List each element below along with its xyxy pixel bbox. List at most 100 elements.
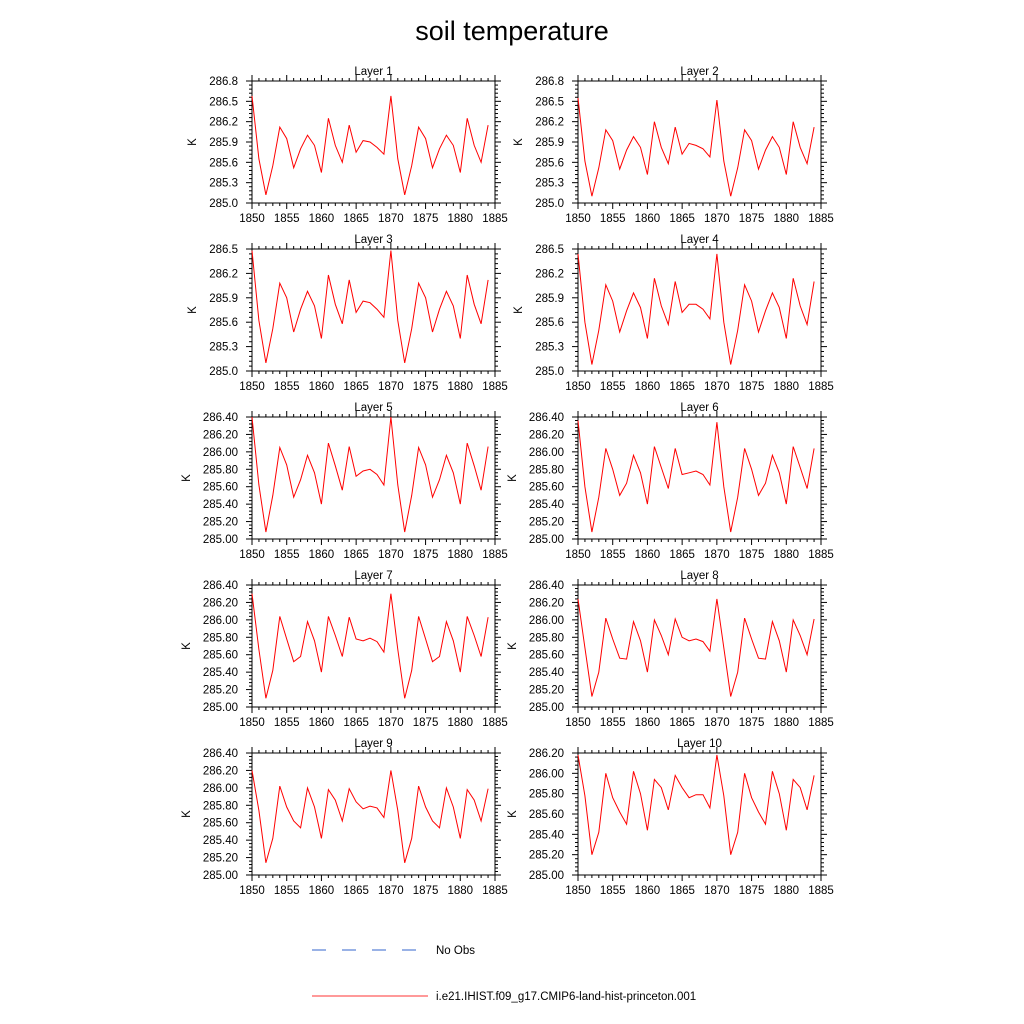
y-tick-label: 285.00 bbox=[203, 534, 238, 546]
y-tick-label: 285.40 bbox=[529, 667, 564, 679]
panel-layer-10: Layer 10 1850 1855 1860 1865 1870 1875 1880 1885… bbox=[507, 738, 834, 897]
panel-layer-7: Layer 7 1850 1855 1860 1865 1870 1875 1880 1885 2… bbox=[181, 570, 508, 729]
x-tick-label: 1880 bbox=[447, 213, 473, 225]
y-axis-label: K bbox=[181, 474, 193, 482]
y-tick-label: 285.9 bbox=[209, 137, 238, 149]
x-tick-label: 1850 bbox=[239, 213, 265, 225]
y-tick-label: 285.60 bbox=[203, 818, 238, 830]
panel-layer-1: Layer 1 1850 1855 1860 1865 1870 1875 1880 1885 2… bbox=[187, 66, 508, 225]
y-axis-label: K bbox=[507, 474, 519, 482]
panel-layer-9: Layer 9 1850 1855 1860 1865 1870 1875 1880 1885 2… bbox=[181, 738, 508, 897]
x-tick-label: 1850 bbox=[239, 549, 265, 561]
y-tick-label: 286.40 bbox=[529, 412, 564, 424]
x-tick-label: 1855 bbox=[600, 717, 626, 729]
x-tick-label: 1855 bbox=[600, 549, 626, 561]
plot-frame bbox=[251, 80, 496, 204]
y-tick-label: 285.00 bbox=[529, 870, 564, 882]
x-tick-label: 1860 bbox=[309, 549, 335, 561]
x-tick-label: 1860 bbox=[635, 549, 661, 561]
x-tick-label: 1875 bbox=[739, 381, 765, 393]
series-line-1 bbox=[251, 95, 489, 196]
x-tick-label: 1885 bbox=[482, 717, 508, 729]
y-tick-label: 285.6 bbox=[209, 157, 238, 169]
panel-title: Layer 7 bbox=[354, 570, 392, 582]
series-line-1 bbox=[251, 416, 489, 533]
x-tick-label: 1865 bbox=[669, 381, 695, 393]
y-tick-label: 285.3 bbox=[209, 178, 238, 190]
y-tick-label: 285.20 bbox=[529, 850, 564, 862]
x-tick-label: 1870 bbox=[704, 549, 730, 561]
y-tick-label: 285.00 bbox=[203, 870, 238, 882]
x-tick-label: 1850 bbox=[239, 885, 265, 897]
y-tick-label: 286.8 bbox=[535, 76, 564, 88]
x-tick-label: 1860 bbox=[309, 885, 335, 897]
x-tick-label: 1865 bbox=[343, 381, 369, 393]
y-tick-label: 286.5 bbox=[209, 96, 238, 108]
y-axis-label: K bbox=[181, 810, 193, 818]
y-tick-label: 286.00 bbox=[203, 783, 238, 795]
y-tick-label: 286.00 bbox=[203, 447, 238, 459]
y-axis-label: K bbox=[513, 138, 525, 146]
x-tick-label: 1885 bbox=[808, 213, 834, 225]
x-tick-label: 1870 bbox=[704, 381, 730, 393]
y-tick-label: 285.80 bbox=[529, 464, 564, 476]
x-tick-label: 1870 bbox=[704, 717, 730, 729]
y-tick-label: 285.20 bbox=[529, 517, 564, 529]
x-tick-label: 1850 bbox=[565, 213, 591, 225]
y-tick-label: 285.9 bbox=[535, 137, 564, 149]
y-tick-label: 286.20 bbox=[529, 748, 564, 760]
y-tick-label: 285.00 bbox=[529, 534, 564, 546]
y-tick-label: 285.3 bbox=[535, 342, 564, 354]
plot-frame bbox=[577, 416, 822, 540]
x-tick-label: 1865 bbox=[669, 885, 695, 897]
y-tick-label: 286.2 bbox=[535, 268, 564, 280]
x-tick-label: 1875 bbox=[739, 717, 765, 729]
y-tick-label: 285.9 bbox=[209, 293, 238, 305]
y-tick-label: 286.2 bbox=[209, 268, 238, 280]
x-tick-label: 1885 bbox=[482, 381, 508, 393]
y-tick-label: 285.0 bbox=[209, 198, 238, 210]
series-line-1 bbox=[577, 97, 815, 197]
y-axis-label: K bbox=[181, 642, 193, 650]
panel-layer-5: Layer 5 1850 1855 1860 1865 1870 1875 1880 1885 2… bbox=[181, 402, 508, 561]
x-tick-label: 1875 bbox=[739, 549, 765, 561]
y-tick-label: 285.6 bbox=[535, 157, 564, 169]
x-tick-label: 1865 bbox=[343, 213, 369, 225]
y-tick-label: 285.80 bbox=[529, 789, 564, 801]
panel-layer-2: Layer 2 1850 1855 1860 1865 1870 1875 1880 1885 2… bbox=[513, 66, 834, 225]
x-tick-label: 1850 bbox=[565, 381, 591, 393]
x-tick-label: 1860 bbox=[635, 717, 661, 729]
x-tick-label: 1855 bbox=[274, 213, 300, 225]
x-tick-label: 1865 bbox=[669, 717, 695, 729]
panel-title: Layer 8 bbox=[680, 570, 718, 582]
x-tick-label: 1855 bbox=[600, 381, 626, 393]
x-tick-label: 1880 bbox=[447, 717, 473, 729]
legend-no-obs-label: No Obs bbox=[436, 945, 475, 957]
x-tick-label: 1880 bbox=[773, 885, 799, 897]
x-tick-label: 1860 bbox=[309, 381, 335, 393]
y-tick-label: 285.60 bbox=[529, 809, 564, 821]
x-tick-label: 1865 bbox=[669, 549, 695, 561]
y-tick-label: 285.60 bbox=[529, 482, 564, 494]
x-tick-label: 1855 bbox=[600, 885, 626, 897]
y-tick-label: 285.9 bbox=[535, 293, 564, 305]
y-tick-label: 286.20 bbox=[203, 597, 238, 609]
y-tick-label: 285.00 bbox=[529, 702, 564, 714]
legend-model-label: i.e21.IHIST.f09_g17.CMIP6-land-hist-prin… bbox=[436, 991, 696, 1003]
x-tick-label: 1870 bbox=[378, 717, 404, 729]
x-tick-label: 1885 bbox=[808, 381, 834, 393]
series-line-1 bbox=[577, 420, 815, 533]
y-tick-label: 286.40 bbox=[529, 580, 564, 592]
panel-title: Layer 1 bbox=[354, 66, 392, 78]
x-tick-label: 1875 bbox=[413, 381, 439, 393]
y-tick-label: 285.80 bbox=[529, 632, 564, 644]
x-tick-label: 1855 bbox=[274, 717, 300, 729]
panel-title: Layer 3 bbox=[354, 234, 392, 246]
y-axis-label: K bbox=[187, 306, 199, 314]
y-tick-label: 286.8 bbox=[209, 76, 238, 88]
x-tick-label: 1875 bbox=[739, 885, 765, 897]
plot-frame bbox=[251, 752, 496, 876]
y-axis-label: K bbox=[513, 306, 525, 314]
plot-frame bbox=[577, 80, 822, 204]
panel-layer-3: Layer 3 1850 1855 1860 1865 1870 1875 1880 1885 2… bbox=[187, 234, 508, 393]
